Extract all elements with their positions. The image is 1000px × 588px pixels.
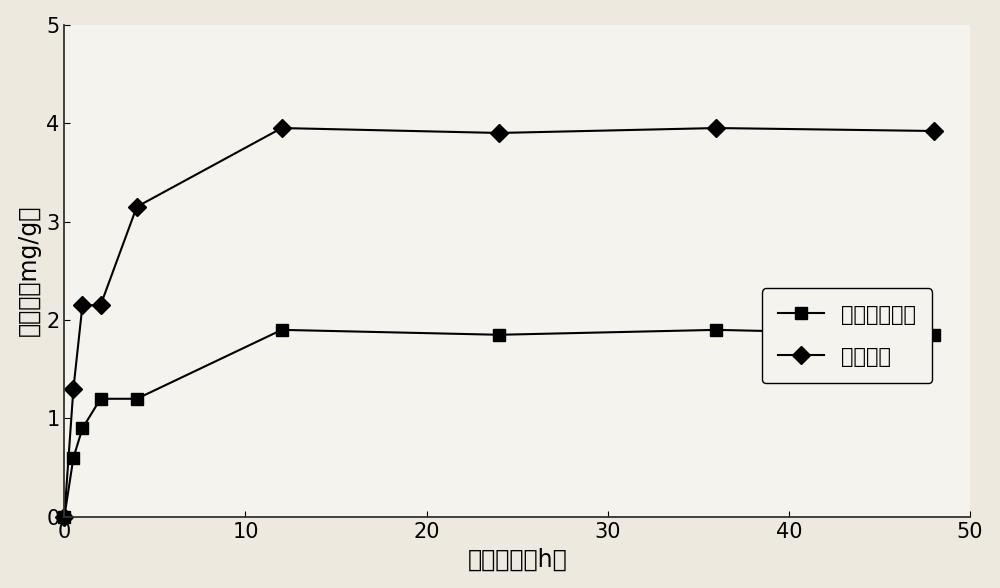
磷吸附量 (276, 125, 288, 132)
Line: 硝态氮吸附量: 硝态氮吸附量 (58, 323, 940, 523)
Legend: 硝态氮吸附量, 磷吸附量: 硝态氮吸附量, 磷吸附量 (762, 288, 932, 383)
磷吸附量 (928, 128, 940, 135)
磷吸附量 (710, 125, 722, 132)
硝态氮吸附量 (493, 331, 505, 338)
硝态氮吸附量 (95, 395, 107, 402)
磷吸附量 (76, 302, 88, 309)
磷吸附量 (67, 385, 79, 392)
Y-axis label: 吸附量（mg/g）: 吸附量（mg/g） (17, 205, 41, 336)
硝态氮吸附量 (131, 395, 143, 402)
硝态氮吸附量 (67, 455, 79, 462)
硝态氮吸附量 (710, 326, 722, 333)
硝态氮吸附量 (58, 513, 70, 520)
磷吸附量 (95, 302, 107, 309)
硝态氮吸附量 (928, 331, 940, 338)
磷吸附量 (58, 513, 70, 520)
硝态氮吸附量 (76, 425, 88, 432)
磷吸附量 (493, 129, 505, 136)
Line: 磷吸附量: 磷吸附量 (58, 122, 940, 523)
磷吸附量 (131, 203, 143, 211)
硝态氮吸附量 (276, 326, 288, 333)
X-axis label: 吸附时间（h）: 吸附时间（h） (467, 547, 567, 572)
